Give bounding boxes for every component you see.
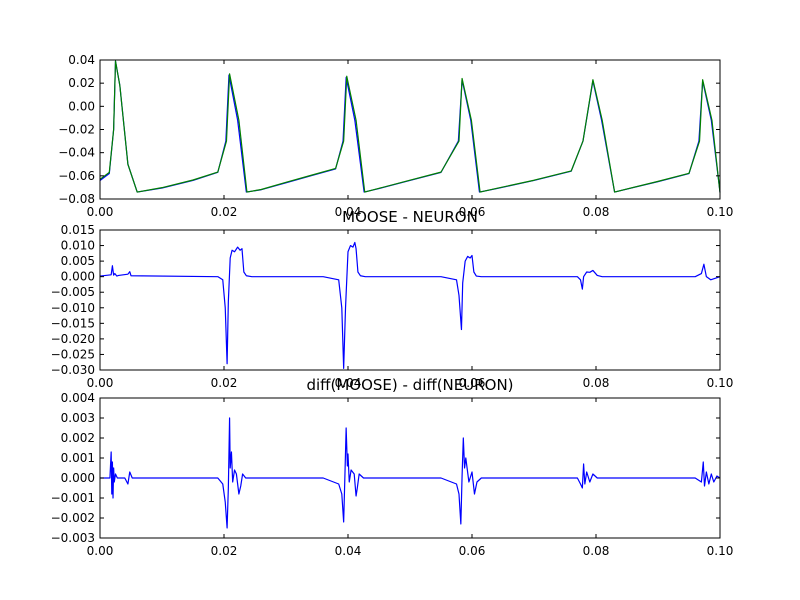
y-tick-label: −0.010 — [51, 301, 95, 315]
y-tick-label: −0.04 — [58, 146, 95, 160]
x-tick-label: 0.06 — [459, 544, 486, 558]
y-tick-label: −0.025 — [51, 347, 95, 361]
x-tick-label: 0.02 — [211, 205, 238, 219]
series-line-1 — [99, 241, 721, 370]
y-tick-label: 0.000 — [61, 270, 95, 284]
x-tick-label: 0.04 — [335, 544, 362, 558]
subplot-1: 0.00 0.02 0.04 0.06 0.08 0.100.040.020.00−0.0… — [58, 53, 733, 219]
x-tick-label: 0.04 — [335, 205, 362, 219]
y-tick-label: 0.02 — [68, 76, 95, 90]
x-tick-label: 0.10 — [707, 205, 734, 219]
y-tick-label: −0.001 — [51, 491, 95, 505]
subplot-3: 0.00 0.02 0.04 0.06 0.08 0.10 0.004 0.003 0.002 0… — [51, 376, 734, 558]
y-tick-label: 0.004 — [61, 391, 95, 405]
x-tick-label: 0.08 — [583, 376, 610, 390]
x-tick-label: 0.06 — [459, 205, 486, 219]
x-tick-label: 0.00 — [87, 205, 114, 219]
x-tick-label: 0.06 — [459, 376, 486, 390]
y-tick-label: 0.002 — [61, 431, 95, 445]
x-tick-label: 0.10 — [707, 544, 734, 558]
y-tick-label: 0.015 — [61, 223, 95, 237]
subplot-title: MOOSE - NEURON — [342, 208, 478, 226]
y-tick-label: −0.002 — [51, 511, 95, 525]
y-tick-label: 0.001 — [61, 451, 95, 465]
y-tick-label: −0.030 — [51, 363, 95, 377]
y-tick-label: 0.003 — [61, 411, 95, 425]
x-tick-label: 0.04 — [335, 376, 362, 390]
y-tick-label: −0.003 — [51, 531, 95, 545]
series-line-1 — [100, 417, 721, 529]
x-tick-label: 0.00 — [87, 544, 114, 558]
series-line-2 — [99, 60, 721, 193]
y-tick-label: 0.010 — [61, 239, 95, 253]
y-tick-label: −0.06 — [58, 169, 95, 183]
subplot-title: diff(MOOSE) - diff(NEURON) — [306, 376, 513, 394]
y-tick-label: 0.00 — [68, 99, 95, 113]
subplots: 0.00 0.02 0.04 0.06 0.08 0.100.040.020.00−0.0… — [51, 53, 734, 558]
x-tick-label: 0.08 — [583, 544, 610, 558]
axes-frame — [99, 229, 721, 371]
y-tick-label: −0.08 — [58, 192, 95, 206]
y-tick-label: −0.015 — [51, 316, 95, 330]
x-tick-label: 0.08 — [583, 205, 610, 219]
y-tick-label: 0.000 — [61, 471, 95, 485]
x-tick-label: 0.02 — [211, 376, 238, 390]
axes-frame — [99, 397, 721, 539]
x-tick-label: 0.02 — [211, 544, 238, 558]
x-tick-label: 0.00 — [87, 376, 114, 390]
y-tick-label: −0.005 — [51, 285, 95, 299]
y-tick-label: 0.04 — [68, 53, 95, 67]
y-tick-label: −0.020 — [51, 332, 95, 346]
y-tick-label: 0.005 — [61, 254, 95, 268]
x-tick-label: 0.10 — [707, 376, 734, 390]
y-tick-label: −0.02 — [58, 123, 95, 137]
